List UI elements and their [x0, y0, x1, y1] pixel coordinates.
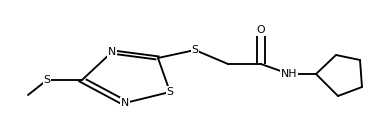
Text: O: O — [257, 25, 265, 35]
Text: S: S — [43, 75, 50, 85]
Text: N: N — [121, 98, 129, 108]
Text: NH: NH — [281, 69, 297, 79]
Text: S: S — [191, 45, 198, 55]
Text: S: S — [167, 87, 174, 97]
Text: N: N — [108, 47, 116, 57]
